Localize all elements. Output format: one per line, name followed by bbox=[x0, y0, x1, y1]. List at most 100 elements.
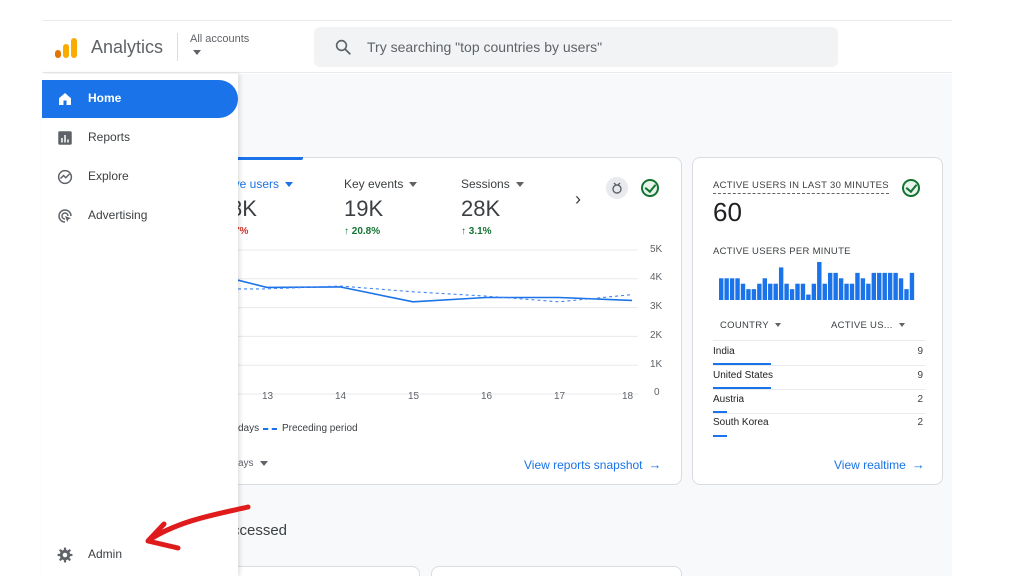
y-tick-label: 4K bbox=[650, 272, 663, 283]
per-minute-bar bbox=[882, 272, 887, 300]
top-bar: Analytics All accounts Try searching "to… bbox=[42, 21, 952, 73]
metric-change-active-users: 7% bbox=[234, 226, 249, 237]
table-divider bbox=[713, 340, 925, 341]
date-range-dropdown[interactable]: ays bbox=[238, 458, 268, 469]
metric-tab-sessions[interactable]: Sessions bbox=[461, 177, 524, 191]
y-tick-label: 2K bbox=[650, 330, 663, 341]
sidebar-item-home[interactable]: Home bbox=[42, 80, 238, 118]
insights-icon[interactable] bbox=[606, 177, 628, 199]
per-minute-bar bbox=[768, 283, 773, 300]
country-row-count: 2 bbox=[917, 394, 923, 405]
x-tick-label: 16 bbox=[481, 391, 493, 402]
arrow-right-icon: → bbox=[648, 457, 662, 472]
x-tick-label: 15 bbox=[408, 391, 420, 402]
arrow-right-icon: → bbox=[911, 457, 925, 472]
country-row-label: Austria bbox=[713, 394, 745, 405]
per-minute-bar bbox=[898, 278, 904, 300]
legend-preceding-period: Preceding period bbox=[282, 423, 358, 434]
country-row-count: 2 bbox=[917, 417, 923, 428]
per-minute-bar bbox=[724, 278, 729, 300]
sidebar-item-label: Admin bbox=[88, 547, 123, 561]
series-line-preceding bbox=[238, 285, 633, 303]
section-title: ccessed bbox=[232, 522, 288, 539]
advertising-icon bbox=[58, 209, 72, 223]
per-minute-bar bbox=[729, 278, 735, 300]
per-minute-bar bbox=[833, 272, 838, 300]
per-minute-bar bbox=[822, 283, 827, 300]
sidebar-item-admin[interactable]: Admin bbox=[42, 536, 238, 574]
sidebar-item-reports[interactable]: Reports bbox=[42, 119, 238, 157]
y-tick-label: 3K bbox=[650, 301, 663, 312]
search-input[interactable]: Try searching "top countries by users" bbox=[367, 39, 603, 55]
metric-change-sessions: ↑ 3.1% bbox=[461, 226, 492, 237]
home-icon bbox=[59, 93, 71, 105]
account-dropdown-icon[interactable] bbox=[193, 50, 201, 55]
x-tick-label: 18 bbox=[622, 391, 634, 402]
gear-icon bbox=[57, 547, 73, 563]
active-tab-indicator bbox=[230, 157, 303, 160]
country-share-bar bbox=[713, 363, 771, 365]
per-minute-bar-chart bbox=[719, 262, 915, 300]
realtime-card bbox=[692, 157, 943, 485]
country-row-count: 9 bbox=[917, 346, 923, 357]
per-minute-label: ACTIVE USERS PER MINUTE bbox=[713, 246, 851, 257]
metric-tab-active-users[interactable]: ive users bbox=[231, 177, 294, 191]
realtime-title[interactable]: ACTIVE USERS IN LAST 30 MINUTES bbox=[713, 180, 889, 194]
table-divider bbox=[713, 413, 925, 414]
annotation-arrow-icon bbox=[145, 504, 251, 551]
per-minute-bar bbox=[746, 289, 751, 300]
sidebar-item-advertising[interactable]: Advertising bbox=[42, 197, 238, 235]
next-metrics-icon[interactable]: › bbox=[575, 189, 581, 209]
per-minute-bar bbox=[909, 272, 915, 300]
top-divider bbox=[42, 20, 952, 21]
series-line-current bbox=[238, 279, 633, 303]
per-minute-bar bbox=[735, 278, 740, 300]
explore-icon bbox=[57, 169, 73, 185]
bar-chart-icon bbox=[58, 131, 72, 145]
y-tick-label: 5K bbox=[650, 244, 663, 255]
check-circle-icon[interactable] bbox=[902, 179, 920, 197]
sidebar: Home Reports Explore Advertising bbox=[42, 74, 238, 576]
metric-value-key-events: 19K bbox=[344, 196, 384, 221]
sidebar-item-label: Advertising bbox=[88, 208, 148, 222]
per-minute-bar bbox=[893, 272, 898, 300]
header-divider bbox=[177, 33, 178, 61]
per-minute-bar bbox=[817, 262, 822, 300]
overview-line-chart bbox=[238, 249, 638, 395]
country-column-header[interactable]: COUNTRY bbox=[720, 320, 781, 331]
sidebar-item-explore[interactable]: Explore bbox=[42, 158, 238, 196]
per-minute-bar bbox=[773, 283, 778, 300]
sidebar-item-label: Explore bbox=[88, 169, 129, 183]
recent-card[interactable] bbox=[431, 566, 682, 576]
search-bar[interactable]: Try searching "top countries by users" bbox=[314, 27, 838, 67]
app-title: Analytics bbox=[91, 37, 164, 57]
per-minute-bar bbox=[828, 272, 833, 300]
view-reports-snapshot-link[interactable]: View reports snapshot → bbox=[524, 457, 662, 472]
sidebar-item-label: Reports bbox=[88, 130, 131, 144]
country-row-label: India bbox=[713, 346, 735, 357]
per-minute-bar bbox=[855, 272, 860, 300]
table-divider bbox=[713, 389, 925, 390]
metric-tab-key-events[interactable]: Key events bbox=[344, 177, 418, 191]
x-tick-label: 14 bbox=[335, 391, 347, 402]
country-row-count: 9 bbox=[917, 370, 923, 381]
view-realtime-link[interactable]: View realtime → bbox=[834, 457, 925, 472]
search-icon bbox=[335, 39, 351, 55]
country-row-label: South Korea bbox=[713, 417, 769, 428]
per-minute-bar bbox=[784, 283, 789, 300]
per-minute-bar bbox=[806, 294, 811, 300]
per-minute-bar bbox=[860, 278, 866, 300]
realtime-active-users: 60 bbox=[713, 197, 742, 227]
per-minute-bar bbox=[866, 283, 871, 300]
metric-change-key-events: ↑ 20.8% bbox=[344, 226, 381, 237]
per-minute-bar bbox=[757, 283, 762, 300]
check-circle-icon[interactable] bbox=[641, 179, 659, 197]
overview-card bbox=[150, 157, 682, 485]
per-minute-bar bbox=[740, 283, 746, 300]
active-users-column-header[interactable]: ACTIVE US... bbox=[831, 320, 905, 331]
per-minute-bar bbox=[762, 278, 767, 300]
analytics-logo-icon[interactable] bbox=[54, 36, 78, 60]
y-tick-label: 1K bbox=[650, 359, 663, 370]
legend-dashed-key bbox=[263, 428, 277, 430]
account-selector[interactable]: All accounts bbox=[190, 33, 250, 45]
